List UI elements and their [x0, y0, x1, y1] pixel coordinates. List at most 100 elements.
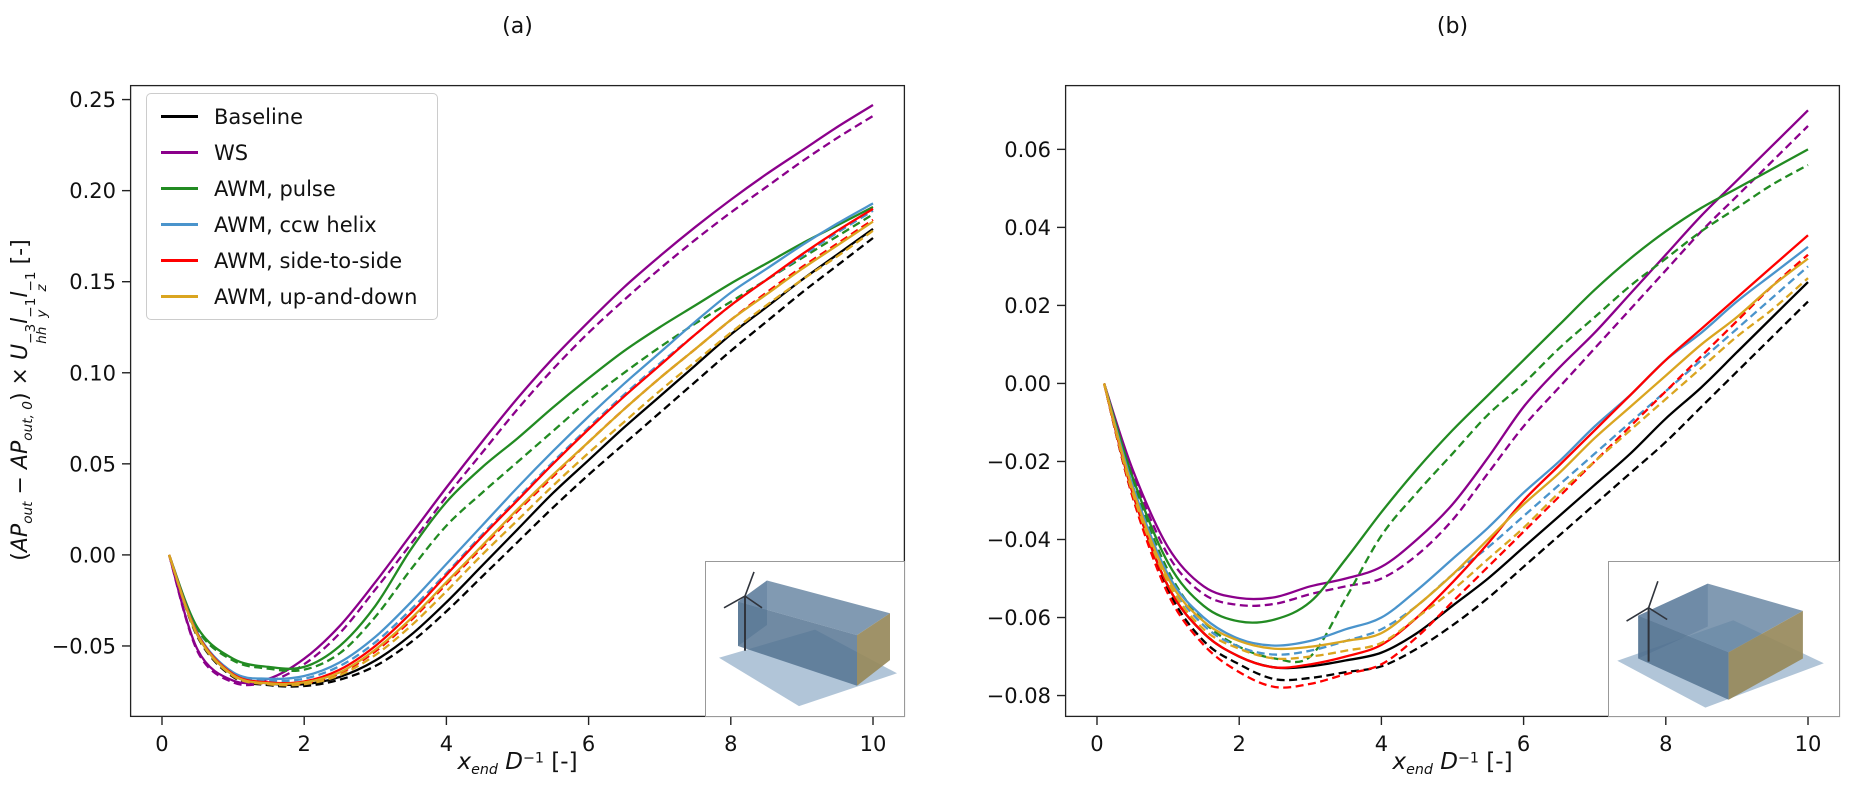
x-tick-label: 6	[1517, 732, 1530, 756]
series-line-awm-pulse	[168, 206, 874, 670]
legend-label: AWM, side-to-side	[214, 248, 403, 273]
math-segment: −	[8, 469, 34, 502]
legend-item: AWM, up-and-down	[161, 284, 417, 309]
math-segment: x	[1392, 749, 1407, 775]
y-tick-label: −0.06	[987, 606, 1051, 630]
math-subsup: −3 hh	[22, 323, 50, 344]
subplot-a-ylabel: (APout − APout, 0) × U −3 hh l −1 y l −1 z [-]	[8, 239, 50, 560]
subplot-a-inset-illustration	[705, 561, 905, 717]
y-tick-label: −0.05	[52, 634, 116, 658]
turbine-blade	[1626, 607, 1650, 622]
legend-label: AWM, pulse	[214, 176, 336, 201]
y-tick-label: 0.20	[69, 179, 116, 203]
math-segment: [-]	[543, 749, 578, 775]
legend: Baseline WS AWM, pulse AWM, ccw helix AWM, s…	[146, 93, 439, 320]
x-tick-label: 2	[1233, 732, 1246, 756]
legend-label: WS	[214, 140, 249, 165]
legend-line-swatch	[161, 187, 198, 190]
series-line-awm-up-and-down-dashed	[1102, 277, 1809, 661]
math-sup: −1	[522, 750, 544, 767]
x-tick-label: 8	[1659, 732, 1672, 756]
legend-item: AWM, side-to-side	[161, 248, 417, 273]
x-tick-label: 10	[860, 732, 887, 756]
math-sup: −1	[1457, 750, 1479, 767]
box-front-face	[738, 601, 857, 686]
math-sub: out, 0	[19, 401, 36, 441]
y-tick-label: 0.05	[69, 452, 116, 476]
turbine-blade	[1647, 581, 1659, 609]
series-line-awm-ccw-helix	[1103, 245, 1809, 647]
math-segment: l	[8, 291, 34, 298]
y-tick-label: 0.04	[1004, 216, 1051, 240]
box-end-face	[857, 613, 890, 686]
legend-item: Baseline	[161, 104, 417, 129]
turbine-blade	[723, 595, 746, 609]
y-tick-label: 0.00	[1004, 372, 1051, 396]
y-tick-label: −0.02	[987, 450, 1051, 474]
y-tick-label: −0.04	[987, 528, 1051, 552]
math-segment: D	[1440, 749, 1458, 775]
turbine-blade	[1648, 607, 1668, 621]
legend-item: AWM, ccw helix	[161, 212, 417, 237]
series-line-awm-side-to-side-dashed	[1102, 253, 1809, 689]
math-segment: AP	[8, 440, 34, 470]
math-segment: x	[457, 749, 472, 775]
legend-line-swatch	[161, 259, 198, 262]
series-line-awm-side-to-side	[1102, 234, 1809, 669]
math-sub: end	[1406, 761, 1433, 778]
series-line-awm-up-and-down	[1102, 257, 1809, 651]
subplot-a-title: (a)	[502, 14, 533, 39]
subplot-b-title: (b)	[1436, 14, 1469, 39]
y-tick-label: 0.25	[69, 88, 116, 112]
series-line-awm-ccw-helix-dashed	[1102, 265, 1809, 656]
series-line-awm-pulse-dashed	[1103, 163, 1809, 664]
series-line-awm-ccw-helix-dashed	[168, 209, 874, 683]
legend-line-swatch	[161, 115, 198, 118]
y-tick-label: 0.02	[1004, 294, 1051, 318]
series-line-ws	[1103, 109, 1809, 601]
legend-item: AWM, pulse	[161, 176, 417, 201]
legend-line-swatch	[161, 151, 198, 154]
math-segment: AP	[8, 523, 34, 553]
math-segment: U	[8, 343, 34, 361]
series-line-ws-dashed	[1103, 125, 1809, 608]
x-tick-label: 2	[298, 732, 311, 756]
axes-frame	[1064, 84, 1841, 718]
legend-label: AWM, up-and-down	[214, 284, 418, 309]
math-segment: ) ×	[8, 360, 34, 402]
box-top-face	[738, 580, 890, 636]
y-tick-label: 0.10	[69, 361, 116, 385]
series-line-baseline-dashed	[1102, 300, 1809, 682]
y-tick-label: 0.06	[1004, 138, 1051, 162]
math-segment: l	[8, 317, 34, 324]
box-end-face	[1728, 610, 1803, 700]
series-line-awm-pulse-dashed	[168, 213, 874, 673]
subplot-b-inset-illustration	[1608, 561, 1840, 717]
series-line-ws	[168, 104, 874, 685]
math-subsup: −1 y	[22, 297, 50, 318]
y-tick-label: 0.15	[69, 270, 116, 294]
math-segment: [-]	[8, 239, 34, 272]
math-segment: D	[505, 749, 523, 775]
turbine-blade	[744, 571, 755, 597]
series-line-awm-ccw-helix	[168, 202, 874, 681]
subplot-b-axes: 0 2 4 6 8 10 −0.08 −0.06 −0.04 −0.02 0.00 0.02 0.04 0…	[987, 84, 1841, 756]
x-tick-label: 0	[1090, 732, 1103, 756]
subplot-b-xlabel: xend D−1 [-]	[1065, 749, 1840, 778]
x-tick-label: 6	[582, 732, 595, 756]
box-top-face	[1638, 583, 1803, 653]
legend-line-swatch	[161, 223, 198, 226]
legend-label: Baseline	[214, 104, 304, 129]
turbine-blade	[744, 595, 763, 609]
x-tick-label: 0	[155, 732, 168, 756]
y-tick-label: −0.08	[987, 684, 1051, 708]
math-subsup: −1 z	[22, 271, 50, 292]
series-line-awm-pulse	[1103, 148, 1809, 624]
subplot-a-xlabel: xend D−1 [-]	[130, 749, 905, 777]
axes-frame	[129, 84, 906, 718]
series-line-awm-up-and-down-dashed	[168, 229, 874, 687]
box-front-face	[1638, 615, 1729, 700]
x-tick-label: 4	[1375, 732, 1388, 756]
series-line-ws-dashed	[168, 114, 874, 687]
